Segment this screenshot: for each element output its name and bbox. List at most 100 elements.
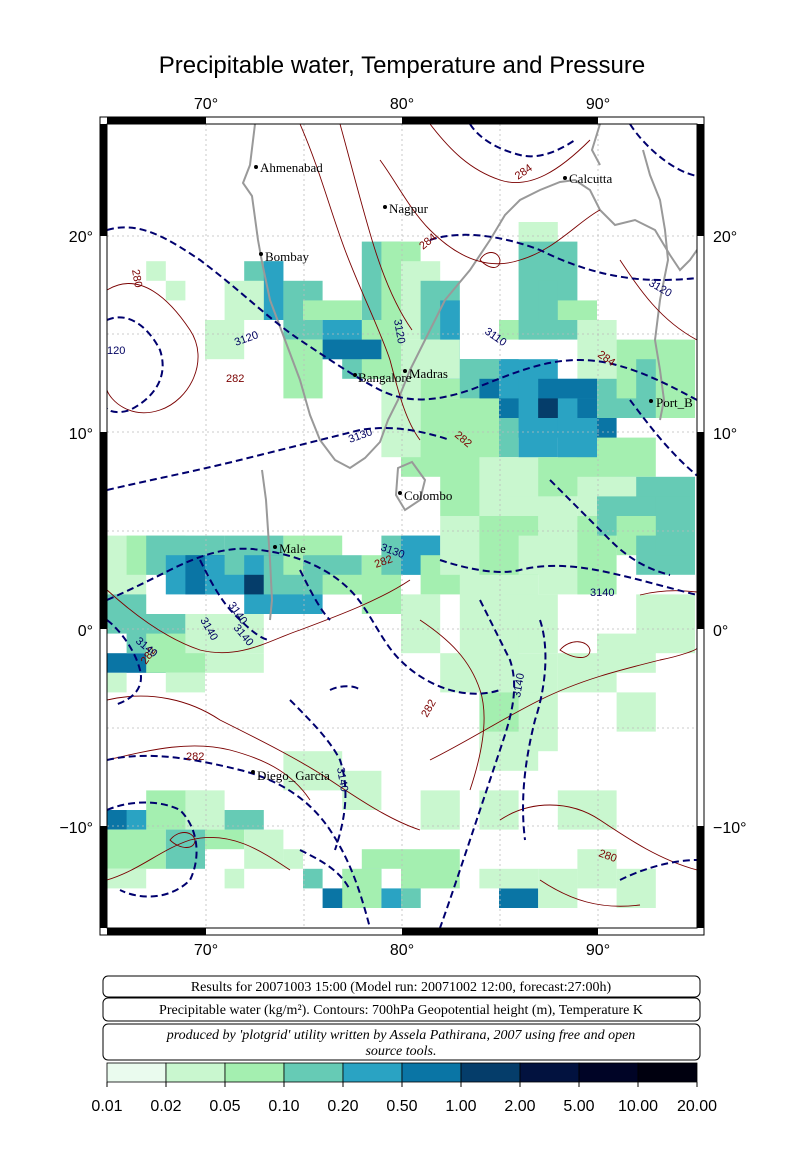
precip-cell — [342, 770, 382, 810]
colorbar-label: 1.00 — [445, 1098, 476, 1115]
svg-text:Bombay: Bombay — [265, 249, 310, 264]
lat-label-right: 0° — [713, 623, 728, 640]
precip-cell — [655, 496, 695, 556]
axis-labels: 70° 80° 90° 70° 80° 90° 20° 10° 0° −10° … — [59, 96, 746, 959]
lat-label-right: −10° — [713, 820, 747, 837]
precip-cell — [401, 888, 421, 908]
colorbar-label: 5.00 — [563, 1098, 594, 1115]
precip-cell — [165, 672, 205, 693]
precip-cell — [107, 868, 147, 889]
lon-label-top: 90° — [586, 96, 610, 113]
lon-label-top: 70° — [194, 96, 218, 113]
precip-cell — [401, 594, 441, 654]
precip-cell — [224, 868, 245, 889]
lat-label-left: 20° — [69, 229, 93, 246]
precip-cell — [263, 261, 284, 320]
precip-cell — [479, 731, 539, 771]
city-ahmenabad: Ahmenabad — [254, 160, 323, 175]
lon-label-bottom: 70° — [194, 942, 218, 959]
colorbar-swatch — [342, 1062, 403, 1083]
svg-text:Nagpur: Nagpur — [389, 201, 429, 216]
precip-cell — [107, 672, 127, 693]
t-label: 282 — [186, 751, 204, 763]
map-title: Precipitable water, Temperature and Pres… — [159, 52, 645, 79]
colorbar-label: 0.01 — [91, 1098, 122, 1115]
p-label: 3140 — [590, 587, 614, 599]
lon-label-bottom: 90° — [586, 942, 610, 959]
colorbar-label: 0.05 — [209, 1098, 240, 1115]
colorbar-swatch — [460, 1062, 521, 1083]
run-info-text: Results for 20071003 15:00 (Model run: 2… — [191, 980, 612, 995]
svg-text:Colombo: Colombo — [404, 488, 452, 503]
lat-label-right: 10° — [713, 426, 737, 443]
credits-text-1: produced by 'plotgrid' utility written b… — [166, 1028, 636, 1043]
precip-cell — [518, 320, 578, 340]
precip-cell — [538, 868, 578, 908]
colorbar-label: 0.02 — [150, 1098, 181, 1115]
precip-cell — [107, 829, 166, 869]
city-port-b: Port_B — [649, 395, 693, 410]
precip-cell — [224, 810, 264, 830]
colorbar-swatch — [578, 1062, 639, 1083]
t-label: 282 — [373, 553, 394, 571]
map-panel: 284 284 280 282 282 284 282 282 282 282 … — [99, 116, 705, 936]
city-diego-garcia: Diego_Garcia — [251, 768, 330, 783]
colorbar-label: 2.00 — [504, 1098, 535, 1115]
precip-cell — [244, 829, 284, 869]
svg-text:Male: Male — [279, 541, 306, 556]
t-label: 280 — [129, 268, 144, 288]
colorbar-swatch — [224, 1062, 285, 1083]
precip-cell — [577, 849, 617, 889]
run-info-box — [102, 975, 701, 998]
lon-label-top: 80° — [390, 96, 414, 113]
temperature-contours — [107, 124, 697, 907]
svg-text:Diego_Garcia: Diego_Garcia — [257, 768, 330, 783]
precip-cell — [322, 339, 382, 360]
pressure-contours — [107, 124, 697, 928]
lat-label-left: 10° — [69, 426, 93, 443]
precip-cell — [557, 300, 597, 320]
precip-cell — [538, 280, 558, 320]
city-calcutta: Calcutta — [563, 171, 613, 186]
info-panel: Results for 20071003 15:00 (Model run: 2… — [102, 975, 701, 1061]
colorbar: 0.01 0.02 0.05 0.10 0.20 0.50 1.00 2.00 5.00 10.0… — [91, 1062, 717, 1115]
precip-cell — [185, 790, 225, 830]
precip-cell — [557, 790, 617, 830]
city-madras: Madras — [403, 366, 448, 381]
svg-text:Madras: Madras — [409, 366, 448, 381]
lon-label-bottom: 80° — [390, 942, 414, 959]
credits-text-2: source tools. — [365, 1044, 436, 1059]
precip-cell — [224, 280, 264, 320]
precip-cell — [205, 320, 245, 360]
lat-label-left: −10° — [59, 820, 93, 837]
precip-cell — [185, 614, 264, 654]
p-label: 3120 — [391, 318, 407, 344]
precip-cell — [420, 790, 460, 830]
colorbar-label: 20.00 — [677, 1098, 717, 1115]
colorbar-label: 0.10 — [268, 1098, 299, 1115]
city-nagpur: Nagpur — [383, 201, 429, 216]
svg-text:Calcutta: Calcutta — [569, 171, 613, 186]
city-bombay: Bombay — [259, 249, 310, 264]
precip-cell — [616, 692, 656, 732]
lat-label-left: 0° — [78, 623, 93, 640]
city-markers: Ahmenabad Calcutta Nagpur Bombay Bangalo… — [251, 160, 693, 783]
svg-text:Port_B: Port_B — [656, 395, 693, 410]
lat-label-right: 20° — [713, 229, 737, 246]
precip-cell — [401, 849, 460, 889]
precip-cell — [557, 418, 597, 458]
colorbar-label: 0.50 — [386, 1098, 417, 1115]
colorbar-swatch — [637, 1062, 698, 1083]
colorbar-label: 10.00 — [618, 1098, 658, 1115]
city-male: Male — [273, 541, 306, 556]
credits-box — [102, 1023, 701, 1061]
precip-cell — [283, 849, 303, 869]
precip-cell — [479, 790, 519, 830]
precip-cell — [538, 398, 558, 418]
city-colombo: Colombo — [398, 488, 452, 503]
legend-info-box — [102, 997, 701, 1022]
precip-cell — [205, 653, 264, 673]
precip-cell — [616, 868, 656, 908]
p-label: 3140 — [334, 766, 350, 792]
